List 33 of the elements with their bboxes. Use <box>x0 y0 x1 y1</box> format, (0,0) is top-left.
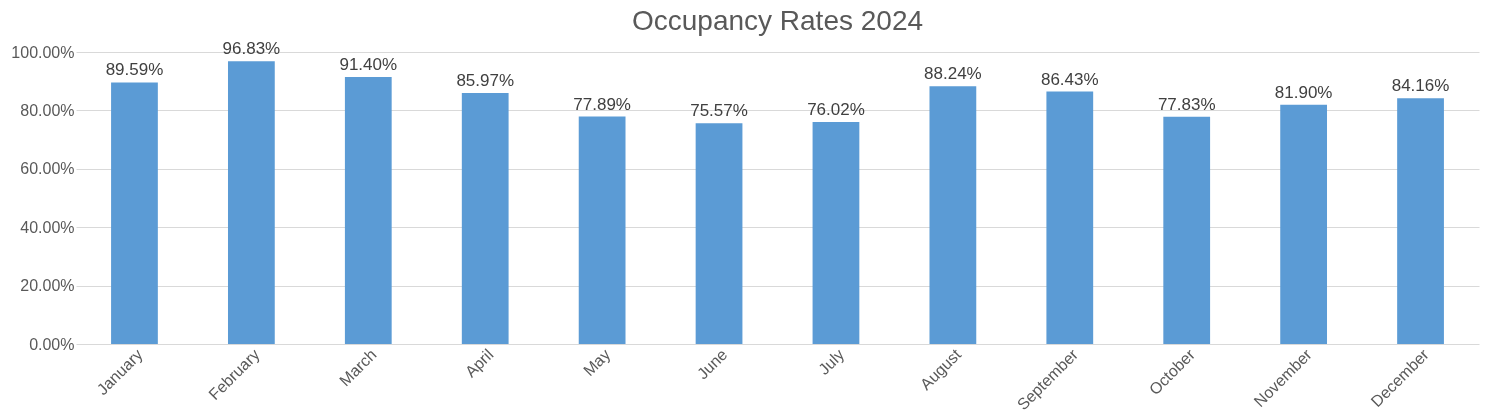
bar <box>1163 116 1211 344</box>
y-tick-label: 0.00% <box>29 335 75 353</box>
data-label: 81.90% <box>1274 82 1333 102</box>
data-label: 75.57% <box>690 101 748 121</box>
bar <box>812 122 860 344</box>
data-label: 77.89% <box>573 94 631 114</box>
bar <box>1397 98 1444 344</box>
y-tick-label: 80.00% <box>20 101 75 119</box>
y-tick-label: 20.00% <box>20 277 75 295</box>
bar <box>344 77 392 344</box>
data-label: 89.59% <box>105 60 164 80</box>
data-label: 96.83% <box>222 39 281 59</box>
bar <box>227 61 275 344</box>
data-label: 84.16% <box>1391 76 1450 96</box>
x-tick-label: July <box>815 345 848 378</box>
chart-title: Occupancy Rates 2024 <box>631 5 924 37</box>
data-label: 88.24% <box>924 64 982 84</box>
bar <box>461 92 509 344</box>
bar <box>578 116 626 344</box>
y-tick-label: 100.00% <box>11 43 75 61</box>
bar <box>111 82 158 344</box>
data-label: 85.97% <box>456 70 515 90</box>
y-tick-label: 60.00% <box>20 160 75 178</box>
x-tick-label: May <box>580 345 614 380</box>
data-label: 77.83% <box>1157 94 1216 114</box>
bar <box>1280 104 1328 344</box>
data-label: 76.02% <box>807 100 865 120</box>
data-label: 91.40% <box>339 55 398 75</box>
bar <box>695 123 743 344</box>
bar <box>1046 91 1094 344</box>
bar <box>929 86 977 344</box>
y-tick-label: 40.00% <box>20 218 75 236</box>
data-label: 86.43% <box>1040 69 1099 89</box>
